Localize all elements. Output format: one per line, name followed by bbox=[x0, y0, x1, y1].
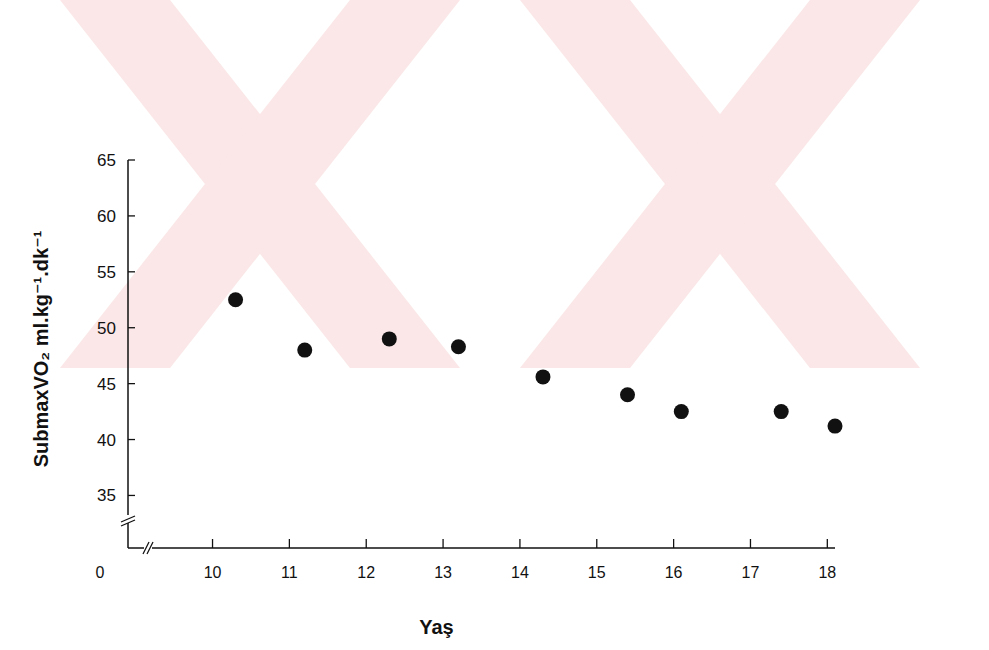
x-tick-label: 18 bbox=[818, 564, 836, 581]
data-point bbox=[828, 419, 843, 434]
origin-label: 0 bbox=[96, 564, 105, 581]
x-tick bbox=[289, 539, 290, 548]
y-tick-label: 45 bbox=[97, 375, 116, 394]
watermark-shape bbox=[60, 0, 460, 368]
x-tick bbox=[827, 539, 828, 548]
y-axis-line bbox=[127, 160, 129, 548]
x-tick bbox=[366, 539, 367, 548]
data-point bbox=[774, 404, 789, 419]
data-point bbox=[535, 369, 550, 384]
data-point bbox=[674, 404, 689, 419]
y-tick-label: 40 bbox=[97, 431, 116, 450]
y-tick bbox=[128, 383, 135, 384]
axis-break-gap bbox=[120, 515, 136, 523]
axis-break bbox=[121, 520, 135, 526]
x-tick-label: 17 bbox=[742, 564, 760, 581]
y-tick bbox=[128, 495, 135, 496]
y-tick-label: 60 bbox=[97, 207, 116, 226]
data-point bbox=[382, 331, 397, 346]
x-axis-line bbox=[128, 547, 835, 549]
x-axis-title: Yaş bbox=[419, 616, 453, 638]
y-tick bbox=[128, 327, 135, 328]
x-tick bbox=[212, 539, 213, 548]
y-tick bbox=[128, 159, 135, 160]
y-tick-label: 50 bbox=[97, 319, 116, 338]
data-point bbox=[451, 339, 466, 354]
y-tick-label: 65 bbox=[97, 151, 116, 170]
x-tick bbox=[673, 539, 674, 548]
data-point bbox=[620, 387, 635, 402]
y-tick bbox=[128, 439, 135, 440]
x-tick bbox=[519, 539, 520, 548]
x-tick-label: 10 bbox=[204, 564, 222, 581]
data-point bbox=[228, 292, 243, 307]
points bbox=[228, 292, 842, 433]
x-tick-label: 16 bbox=[665, 564, 683, 581]
x-tick-label: 15 bbox=[588, 564, 606, 581]
y-axis-title: SubmaxVO₂ ml.kg⁻¹.dk⁻¹ bbox=[30, 230, 52, 467]
watermark-shape bbox=[60, 0, 460, 368]
y-tick-label: 55 bbox=[97, 263, 116, 282]
y-tick bbox=[128, 271, 135, 272]
axes: 35 40 45 50 55 60 65 10 11 12 13 14 15 16 17 18 0 bbox=[96, 151, 837, 581]
watermark bbox=[60, 0, 920, 368]
x-tick bbox=[442, 539, 443, 548]
x-tick-label: 14 bbox=[511, 564, 529, 581]
axis-break-gap bbox=[144, 540, 152, 556]
data-point bbox=[297, 343, 312, 358]
axis-break bbox=[147, 542, 153, 554]
x-tick bbox=[596, 539, 597, 548]
watermark-shape bbox=[520, 0, 920, 368]
watermark-shape bbox=[520, 0, 920, 368]
x-tick-label: 11 bbox=[281, 564, 298, 581]
x-tick-label: 13 bbox=[434, 564, 452, 581]
x-tick bbox=[750, 539, 751, 548]
chart: 35 40 45 50 55 60 65 10 11 12 13 14 15 16 17 18 0 Yaş Subm… bbox=[0, 0, 989, 650]
y-tick-label: 35 bbox=[97, 486, 116, 505]
x-tick-label: 12 bbox=[357, 564, 375, 581]
y-tick bbox=[128, 215, 135, 216]
